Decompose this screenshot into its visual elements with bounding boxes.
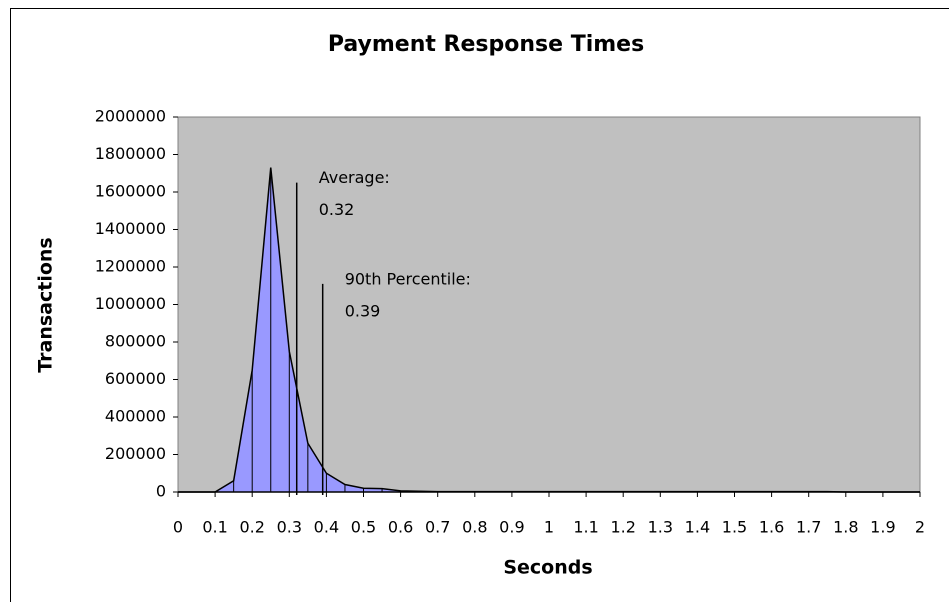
x-tick-label: 0.4 bbox=[314, 518, 339, 537]
annotation-label: Average: bbox=[319, 168, 390, 187]
x-tick-label: 0.9 bbox=[499, 518, 524, 537]
y-axis-title: Transactions bbox=[35, 237, 57, 372]
x-tick-label: 0.8 bbox=[462, 518, 487, 537]
y-tick-label: 800000 bbox=[105, 332, 166, 351]
x-tick-label: 0.5 bbox=[351, 518, 376, 537]
x-tick-label: 1.7 bbox=[796, 518, 821, 537]
y-tick-label: 200000 bbox=[105, 444, 166, 463]
x-tick-label: 2 bbox=[915, 518, 925, 537]
x-axis-title: Seconds bbox=[503, 557, 592, 579]
y-tick-label: 1600000 bbox=[95, 182, 166, 201]
y-tick-label: 600000 bbox=[105, 369, 166, 388]
y-tick-label: 1800000 bbox=[95, 144, 166, 163]
x-tick-label: 1.3 bbox=[648, 518, 673, 537]
chart-title: Payment Response Times bbox=[328, 32, 644, 57]
x-tick-label: 1 bbox=[544, 518, 554, 537]
x-tick-label: 1.1 bbox=[573, 518, 598, 537]
x-tick-label: 0.6 bbox=[388, 518, 413, 537]
x-tick-label: 0.1 bbox=[202, 518, 227, 537]
annotation-value: 0.39 bbox=[345, 301, 381, 320]
y-tick-label: 1000000 bbox=[95, 294, 166, 313]
y-tick-label: 0 bbox=[156, 482, 166, 501]
x-tick-label: 1.5 bbox=[722, 518, 747, 537]
annotation-label: 90th Percentile: bbox=[345, 269, 471, 288]
x-tick-label: 1.6 bbox=[759, 518, 784, 537]
y-tick-label: 400000 bbox=[105, 407, 166, 426]
x-tick-label: 1.8 bbox=[833, 518, 858, 537]
y-tick-label: 1400000 bbox=[95, 219, 166, 238]
x-tick-label: 0.3 bbox=[277, 518, 302, 537]
y-tick-label: 1200000 bbox=[95, 257, 166, 276]
x-tick-label: 1.2 bbox=[610, 518, 635, 537]
annotation-value: 0.32 bbox=[319, 200, 355, 219]
x-tick-label: 1.9 bbox=[870, 518, 895, 537]
x-tick-label: 0.2 bbox=[239, 518, 264, 537]
x-tick-label: 0 bbox=[173, 518, 183, 537]
x-tick-label: 0.7 bbox=[425, 518, 450, 537]
x-tick-label: 1.4 bbox=[685, 518, 710, 537]
y-tick-label: 2000000 bbox=[95, 107, 166, 126]
